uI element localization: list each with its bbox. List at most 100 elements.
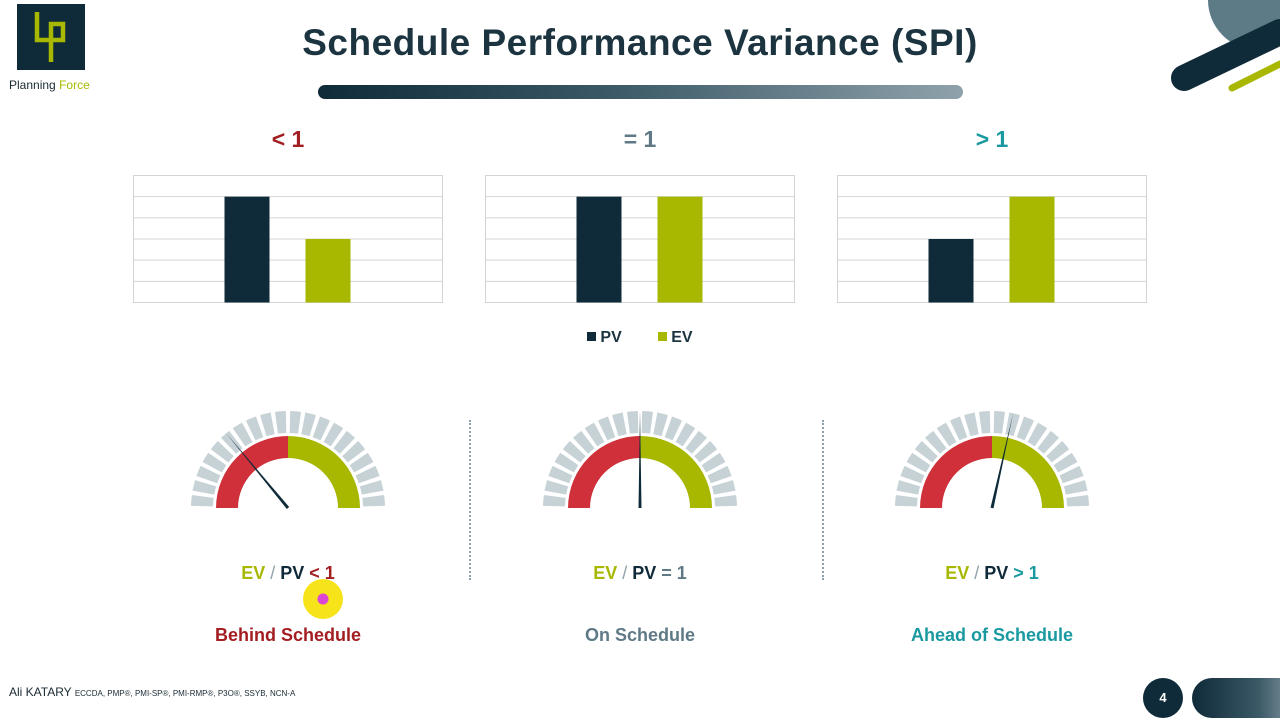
gauge-segment xyxy=(548,465,573,484)
bar-ev xyxy=(1009,196,1055,303)
gauge-segment xyxy=(641,411,654,434)
logo-mark-icon xyxy=(34,12,66,62)
gauge-segment xyxy=(342,440,366,463)
logo-wordmark: Planning Force xyxy=(9,78,90,92)
formula-pv: PV xyxy=(280,563,305,583)
gauge-segment xyxy=(274,411,287,434)
gauge-segment xyxy=(978,411,991,434)
gauge-ahead xyxy=(895,411,1089,509)
title-underline-bar xyxy=(318,85,963,99)
formula-op: > 1 xyxy=(1013,563,1039,583)
condition-greater-than: > 1 xyxy=(975,126,1009,152)
gauge-segment xyxy=(924,430,947,454)
gauge-segment xyxy=(964,412,979,437)
gauge-arc-red xyxy=(216,436,288,508)
formula-on: EV / PV = 1 xyxy=(485,563,795,584)
gauge-on xyxy=(543,411,737,508)
gauge-needle xyxy=(638,411,642,508)
gauge-segment xyxy=(196,465,221,484)
gauge-segment xyxy=(714,494,737,507)
gauge-needle xyxy=(990,413,1014,509)
formula-ev: EV xyxy=(593,563,618,583)
gauge-segment xyxy=(993,411,1006,434)
gauge-arc-red xyxy=(920,436,992,508)
gauge-segment xyxy=(707,465,732,484)
gauge-segment xyxy=(562,440,586,463)
gauge-segment xyxy=(323,422,344,447)
gauge-segment xyxy=(895,494,918,507)
gauge-segment xyxy=(1066,494,1089,507)
gauge-segment xyxy=(701,452,726,473)
gauge-behind xyxy=(191,411,385,509)
bar-ev xyxy=(657,196,703,303)
legend-label-ev: EV xyxy=(671,329,693,346)
status-behind-schedule: Behind Schedule xyxy=(214,625,362,645)
chart-legend: PV EV xyxy=(0,329,1280,347)
corner-decoration xyxy=(1171,0,1280,92)
formula-op: = 1 xyxy=(661,563,687,583)
gauge-segment xyxy=(362,494,385,507)
gauge-segment xyxy=(1037,430,1060,454)
gauge-segment xyxy=(664,416,683,441)
formula-pv: PV xyxy=(984,563,1009,583)
formula-slash: / xyxy=(974,563,980,583)
legend-label-pv: PV xyxy=(600,329,622,346)
author-name: Ali KATARY xyxy=(9,685,72,699)
condition-equal: = 1 xyxy=(623,126,657,152)
gauge-segment xyxy=(675,422,696,447)
gauge-segment xyxy=(711,480,736,495)
legend-item-pv: PV xyxy=(587,329,622,347)
formula-slash: / xyxy=(622,563,628,583)
formula-slash: / xyxy=(270,563,276,583)
gauge-segment xyxy=(232,422,253,447)
legend-swatch-pv xyxy=(587,332,597,341)
gauge-segment xyxy=(1063,480,1088,495)
formula-pv: PV xyxy=(632,563,657,583)
bar-chart-behind xyxy=(133,175,443,303)
gauge-segment xyxy=(543,494,566,507)
gauge-segment xyxy=(896,480,921,495)
legend-swatch-ev xyxy=(658,332,668,341)
gauge-segment xyxy=(597,416,616,441)
gauge-segment xyxy=(210,440,234,463)
gauge-arc-green xyxy=(640,436,712,508)
bar-chart-on xyxy=(485,175,795,303)
gauge-segment xyxy=(289,411,302,434)
gauge-segment xyxy=(1046,440,1070,463)
formula-ev: EV xyxy=(945,563,970,583)
status-on-schedule: On Schedule xyxy=(584,625,696,645)
gauge-segment xyxy=(554,452,579,473)
page-number: 4 xyxy=(1143,678,1183,718)
formula-behind: EV / PV < 1 xyxy=(133,563,443,584)
gauge-segment xyxy=(1027,422,1048,447)
bar-pv xyxy=(576,196,622,303)
gauge-segment xyxy=(906,452,931,473)
logo xyxy=(17,4,85,70)
gauge-segment xyxy=(359,480,384,495)
gauge-arc-green xyxy=(288,436,360,508)
author-credentials: ECCDA, PMP®, PMI-SP®, PMI-RMP®, P3O®, SS… xyxy=(74,689,296,698)
gauge-segment xyxy=(1005,412,1020,437)
gauge-segment xyxy=(192,480,217,495)
gauge-segment xyxy=(584,422,605,447)
gauge-segment xyxy=(914,440,938,463)
gauge-segment xyxy=(685,430,708,454)
gauge-segment xyxy=(1053,452,1078,473)
formula-op: < 1 xyxy=(309,563,335,583)
gauge-arc-red xyxy=(568,436,640,508)
bar-pv xyxy=(928,239,974,303)
gauge-segment xyxy=(653,412,668,437)
formula-ahead: EV / PV > 1 xyxy=(837,563,1147,584)
condition-less-than: < 1 xyxy=(271,126,305,152)
gauge-segment xyxy=(260,412,275,437)
gauge-segment xyxy=(220,430,243,454)
page-title: Schedule Performance Variance (SPI) xyxy=(302,22,978,63)
gauge-segment xyxy=(949,416,968,441)
gauge-segment xyxy=(1016,416,1035,441)
gauge-segment xyxy=(349,452,374,473)
gauge-segment xyxy=(355,465,380,484)
logo-word-force: Force xyxy=(59,78,90,92)
status-ahead-of-schedule: Ahead of Schedule xyxy=(910,625,1074,645)
gauge-segment xyxy=(191,494,214,507)
divider-right xyxy=(822,420,824,580)
